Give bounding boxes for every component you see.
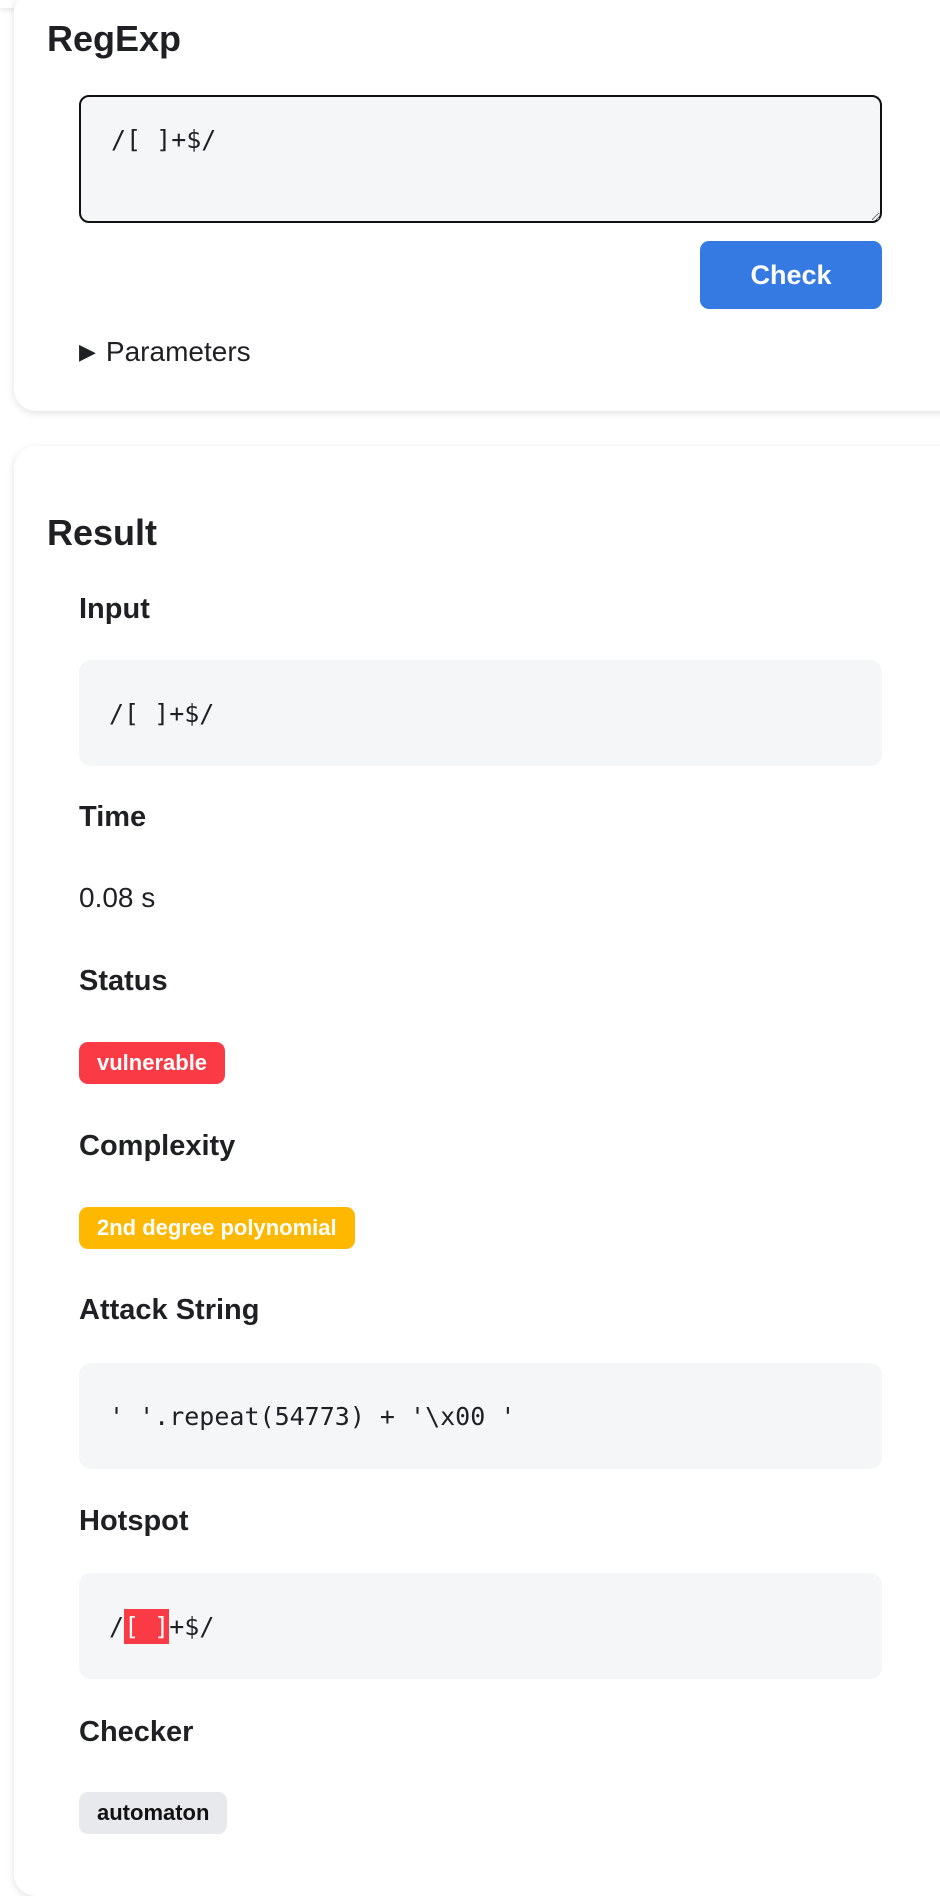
regexp-title: RegExp [47,18,182,59]
status-label: Status [79,965,168,997]
hotspot-box: /[ ] +$/ [79,1573,882,1679]
time-label: Time [79,801,147,833]
hotspot-highlight: [ ] [124,1608,170,1644]
input-value-box: /[ ]+$/ [79,660,882,766]
complexity-badge: 2nd degree polynomial [79,1207,355,1249]
regexp-input[interactable] [79,95,882,223]
hotspot-suffix: +$/ [169,1611,215,1641]
input-value: /[ ]+$/ [109,698,215,728]
time-value: 0.08 s [79,882,156,913]
check-button[interactable]: Check [700,241,882,309]
triangle-right-icon: ▶ [79,339,96,364]
status-badge: vulnerable [79,1042,226,1084]
attack-string-box: ' '.repeat(54773) + '\x00 ' [79,1363,882,1469]
input-label: Input [79,593,150,625]
parameters-toggle[interactable]: ▶ Parameters [79,336,251,368]
checker-label: Checker [79,1716,194,1748]
attack-string-value: ' '.repeat(54773) + '\x00 ' [109,1401,516,1431]
result-title: Result [47,512,158,553]
attack-string-label: Attack String [79,1294,260,1326]
hotspot-prefix: / [109,1611,125,1641]
parameters-label: Parameters [105,336,251,367]
hotspot-label: Hotspot [79,1505,189,1537]
checker-badge: automaton [79,1792,228,1834]
complexity-label: Complexity [79,1130,236,1162]
